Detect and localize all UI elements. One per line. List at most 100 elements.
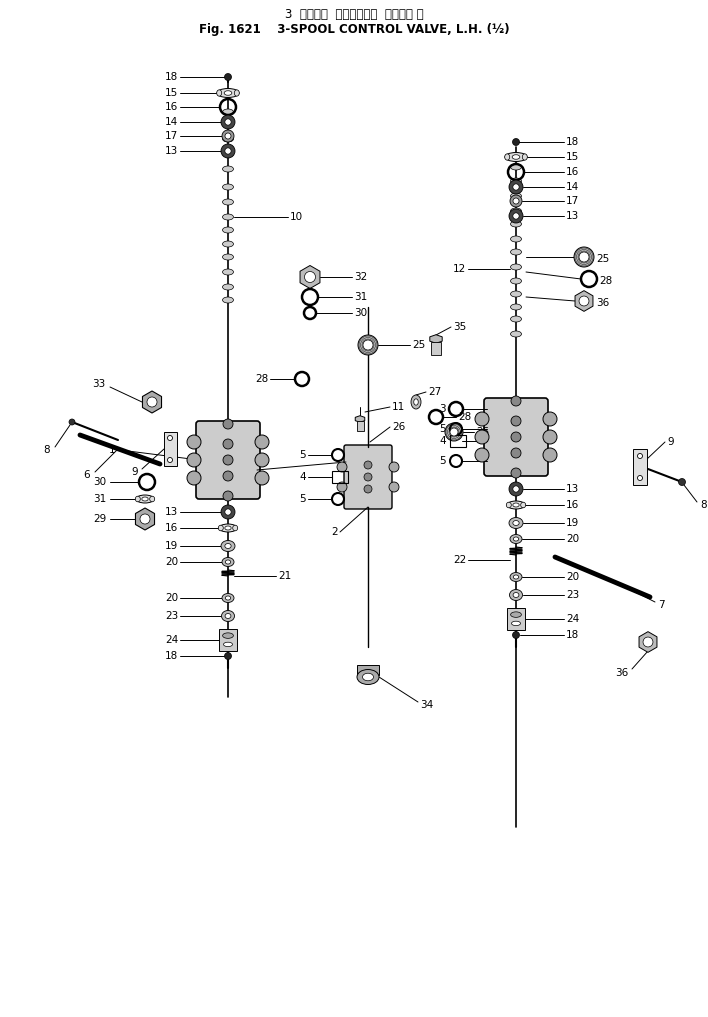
Text: 16: 16: [566, 167, 579, 177]
Circle shape: [450, 428, 458, 436]
Circle shape: [223, 455, 233, 465]
Ellipse shape: [222, 297, 234, 303]
Bar: [357, 665, 379, 675]
Bar: [219, 629, 237, 651]
Circle shape: [147, 397, 157, 407]
Text: 19: 19: [165, 541, 178, 551]
Text: 4: 4: [299, 472, 306, 482]
Text: 20: 20: [165, 557, 178, 567]
Circle shape: [255, 471, 269, 485]
Circle shape: [255, 435, 269, 448]
Circle shape: [513, 486, 519, 492]
Circle shape: [222, 130, 234, 142]
Circle shape: [140, 514, 150, 524]
Text: 15: 15: [165, 88, 178, 98]
Text: 36: 36: [596, 298, 610, 308]
Circle shape: [678, 479, 685, 485]
Ellipse shape: [142, 497, 148, 501]
Text: 28: 28: [458, 412, 472, 422]
Text: 29: 29: [93, 514, 106, 524]
Text: 18: 18: [165, 651, 178, 661]
Polygon shape: [639, 632, 657, 652]
Ellipse shape: [510, 178, 522, 184]
Ellipse shape: [510, 573, 522, 582]
Bar: [332, 471, 348, 483]
Text: 3: 3: [440, 404, 446, 414]
Circle shape: [511, 448, 521, 458]
Circle shape: [221, 115, 235, 129]
Ellipse shape: [512, 155, 520, 160]
Text: 21: 21: [278, 571, 291, 581]
Circle shape: [225, 119, 231, 125]
Text: 6: 6: [84, 470, 90, 480]
Ellipse shape: [225, 560, 231, 564]
Circle shape: [363, 340, 373, 350]
Circle shape: [225, 508, 231, 516]
Text: 8: 8: [43, 445, 50, 455]
Ellipse shape: [219, 524, 237, 532]
Text: 13: 13: [566, 484, 579, 494]
Circle shape: [513, 632, 520, 639]
Ellipse shape: [510, 291, 522, 297]
Circle shape: [475, 430, 489, 444]
Ellipse shape: [222, 214, 234, 220]
Ellipse shape: [136, 495, 154, 503]
Ellipse shape: [135, 496, 140, 501]
FancyBboxPatch shape: [484, 398, 548, 476]
Ellipse shape: [224, 642, 232, 647]
Ellipse shape: [357, 669, 379, 684]
Text: 31: 31: [93, 494, 106, 504]
Ellipse shape: [224, 91, 232, 96]
Ellipse shape: [510, 612, 521, 617]
Ellipse shape: [510, 304, 522, 310]
Circle shape: [513, 213, 519, 219]
Text: 5: 5: [299, 494, 306, 504]
Text: 34: 34: [420, 700, 433, 710]
Text: 18: 18: [566, 630, 579, 640]
Ellipse shape: [507, 501, 525, 508]
Circle shape: [69, 419, 75, 425]
Circle shape: [574, 247, 594, 267]
Text: 17: 17: [165, 131, 178, 141]
Circle shape: [513, 184, 519, 190]
Text: 32: 32: [354, 272, 367, 282]
Polygon shape: [135, 508, 154, 530]
Ellipse shape: [225, 526, 231, 530]
Ellipse shape: [222, 270, 234, 275]
Ellipse shape: [222, 254, 234, 260]
Text: 26: 26: [392, 422, 405, 432]
Circle shape: [643, 637, 653, 647]
Ellipse shape: [513, 575, 519, 579]
Ellipse shape: [222, 151, 234, 157]
Circle shape: [543, 412, 557, 426]
Circle shape: [579, 296, 589, 306]
Text: Fig. 1621    3-SPOOL CONTROL VALVE, L.H. (½): Fig. 1621 3-SPOOL CONTROL VALVE, L.H. (½…: [199, 22, 509, 36]
Text: 7: 7: [658, 600, 665, 610]
Bar: [450, 435, 466, 447]
Polygon shape: [430, 335, 442, 344]
Ellipse shape: [510, 208, 522, 214]
Circle shape: [513, 198, 519, 204]
Polygon shape: [355, 416, 365, 422]
Bar: [164, 432, 176, 466]
Ellipse shape: [222, 227, 234, 233]
Ellipse shape: [510, 264, 522, 270]
Ellipse shape: [513, 537, 519, 541]
Text: 16: 16: [165, 102, 178, 112]
Ellipse shape: [520, 502, 526, 507]
Circle shape: [511, 432, 521, 442]
Text: 33: 33: [92, 379, 105, 388]
Ellipse shape: [222, 166, 234, 172]
Text: 19: 19: [566, 518, 579, 528]
Text: 22: 22: [452, 555, 466, 565]
Ellipse shape: [510, 331, 522, 337]
Circle shape: [337, 462, 347, 472]
Text: 14: 14: [165, 117, 178, 127]
Ellipse shape: [505, 153, 527, 162]
Ellipse shape: [222, 199, 234, 205]
Ellipse shape: [510, 278, 522, 284]
Ellipse shape: [217, 89, 222, 97]
Ellipse shape: [510, 590, 523, 600]
Ellipse shape: [222, 121, 234, 127]
Bar: [357, 421, 363, 431]
